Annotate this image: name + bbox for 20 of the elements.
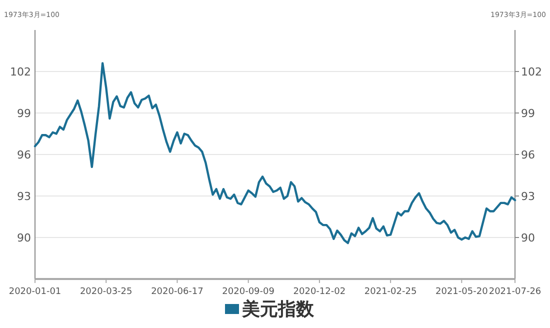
x-tick-label: 2020-01-01 bbox=[8, 287, 62, 297]
y-tick-label: 90 bbox=[17, 232, 31, 244]
y-tick-label: 93 bbox=[17, 190, 31, 203]
y2-tick-label: 99 bbox=[521, 107, 535, 120]
y-tick-label: 102 bbox=[10, 66, 31, 78]
y2-tick-label: 93 bbox=[521, 190, 535, 203]
legend-label: 美元指数 bbox=[241, 299, 315, 320]
x-tick-label: 2021-02-25 bbox=[364, 287, 417, 297]
y2-tick-label: 90 bbox=[521, 232, 535, 244]
x-tick-label: 2020-06-17 bbox=[151, 287, 204, 297]
line-series bbox=[34, 62, 516, 244]
x-tick-label: 2020-09-09 bbox=[222, 287, 275, 297]
y-tick-label: 99 bbox=[17, 107, 31, 120]
y-tick-label: 96 bbox=[17, 148, 31, 162]
y2-tick-label: 96 bbox=[521, 148, 535, 162]
y2-tick-label: 102 bbox=[521, 66, 542, 78]
x-tick-label: 2020-12-02 bbox=[293, 287, 346, 297]
x-tick-label: 2021-05-20 bbox=[436, 287, 488, 297]
x-tick-label: 2020-03-25 bbox=[80, 287, 132, 297]
x-tick-label: 2021-07-26 bbox=[488, 287, 542, 297]
